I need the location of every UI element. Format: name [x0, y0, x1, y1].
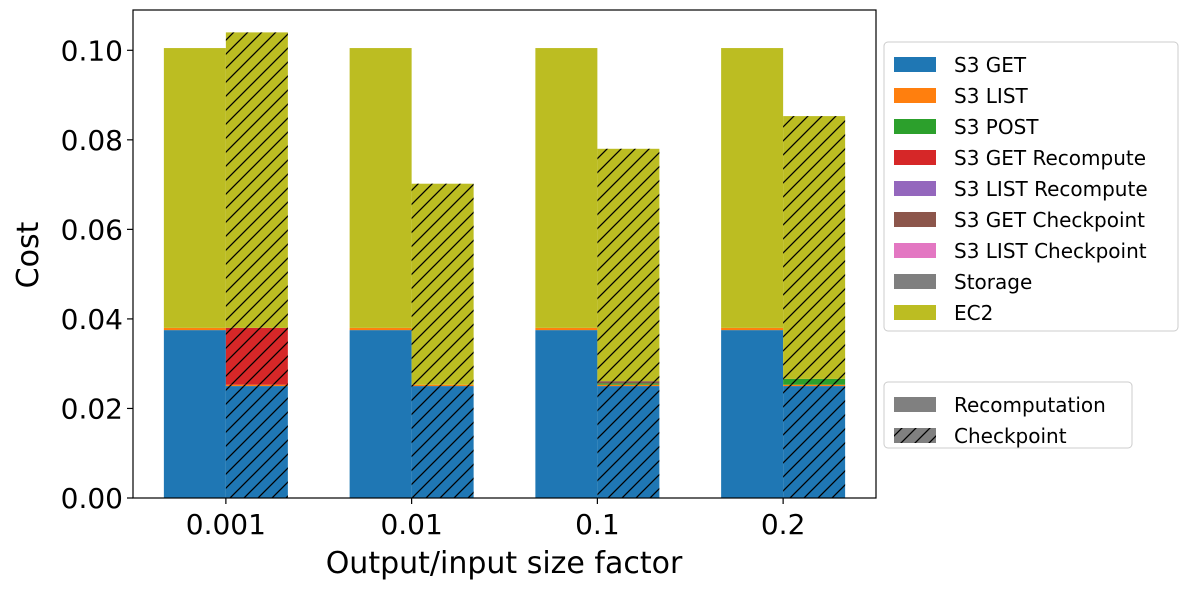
bar-segment-ec2 [721, 48, 784, 328]
bar-hatch-s3-list [225, 384, 288, 387]
bar-hatch-s3-post [597, 383, 660, 385]
legend-swatch [894, 305, 936, 320]
x-tick-label: 0.2 [761, 508, 806, 541]
x-tick-label: 0.001 [186, 508, 266, 541]
legend-swatch [894, 243, 936, 258]
y-axis: 0.00 0.02 0.04 0.06 0.08 0.10 [61, 34, 133, 515]
y-tick-label: 0.04 [61, 303, 123, 336]
bar-hatch-ec2 [783, 116, 846, 379]
bar-segment-s3-list [535, 327, 598, 331]
y-tick-label: 0.02 [61, 392, 123, 425]
legend-series-frame [883, 381, 1133, 449]
y-tick-label: 0.08 [61, 124, 123, 157]
bar-hatch-s3-get-checkpoint [597, 381, 660, 384]
legend-series-hatch [894, 428, 936, 443]
bar-hatch-s3-get-recompute [225, 327, 288, 385]
y-tick-label: 0.10 [61, 34, 123, 67]
legend-main: S3 GET S3 LIST S3 POST S3 GET Recompute S3 L… [883, 41, 1179, 332]
bar-segment-s3-list [163, 327, 226, 331]
legend-entry-label: EC2 [954, 301, 993, 325]
bar-hatch-s3-get [783, 386, 846, 498]
x-tick-label: 0.01 [380, 508, 442, 541]
bar-segment-s3-list [349, 327, 412, 331]
legend-entry-label: S3 LIST Checkpoint [954, 239, 1147, 263]
y-tick-label: 0.06 [61, 213, 123, 246]
bar-segment-ec2 [163, 48, 226, 328]
bar-hatch-ec2 [411, 183, 474, 385]
plot-area [132, 9, 877, 499]
legend-entry-label: S3 GET Checkpoint [954, 208, 1145, 232]
plot-frame [132, 9, 877, 499]
legend-series: Recomputation Checkpoint [883, 381, 1133, 449]
bar-hatch-ec2 [225, 32, 288, 328]
bar-hatch-ec2 [597, 148, 660, 382]
legend-swatch [894, 57, 936, 72]
legend-entry-label: S3 GET Recompute [954, 146, 1146, 170]
bar-hatch-s3-get [597, 386, 660, 498]
bar-segment-s3-list [721, 327, 784, 331]
x-axis: 0.001 0.01 0.1 0.2 [186, 498, 806, 541]
legend-swatch [894, 119, 936, 134]
bar-segment-s3-get [721, 330, 784, 498]
y-tick-label: 0.00 [61, 482, 123, 515]
bar-segment-s3-get [535, 330, 598, 498]
bar-hatch-s3-list [597, 384, 660, 387]
legend-swatch [894, 181, 936, 196]
bar-hatch-s3-list [411, 384, 474, 387]
y-axis-label: Cost [11, 221, 46, 288]
legend-entry-label: S3 GET [954, 53, 1027, 77]
legend-swatch [894, 150, 936, 165]
x-tick-label: 0.1 [575, 508, 620, 541]
legend-entry-label: Storage [954, 270, 1032, 294]
bar-hatch-s3-post [783, 378, 846, 385]
legend-entry-label: S3 POST [954, 115, 1039, 139]
x-axis-label: Output/input size factor [326, 546, 683, 581]
legend-entry-label: S3 LIST Recompute [954, 177, 1148, 201]
legend-frame [883, 41, 1179, 332]
bar-hatch-s3-get [411, 386, 474, 498]
bar-segment-s3-get [349, 330, 412, 498]
bar-segment-ec2 [535, 48, 598, 328]
legend-swatch [894, 88, 936, 103]
legend-series-label: Checkpoint [954, 424, 1067, 448]
legend-series-swatch [894, 397, 936, 412]
bar-segment-s3-get [163, 330, 226, 498]
bar-segment-ec2 [349, 48, 412, 328]
legend-swatch [894, 274, 936, 289]
bar-hatch-s3-list [783, 384, 846, 387]
legend-swatch [894, 212, 936, 227]
bar-hatch-s3-get [225, 386, 288, 498]
legend-series-label: Recomputation [954, 393, 1106, 417]
legend-entry-label: S3 LIST [954, 84, 1029, 108]
